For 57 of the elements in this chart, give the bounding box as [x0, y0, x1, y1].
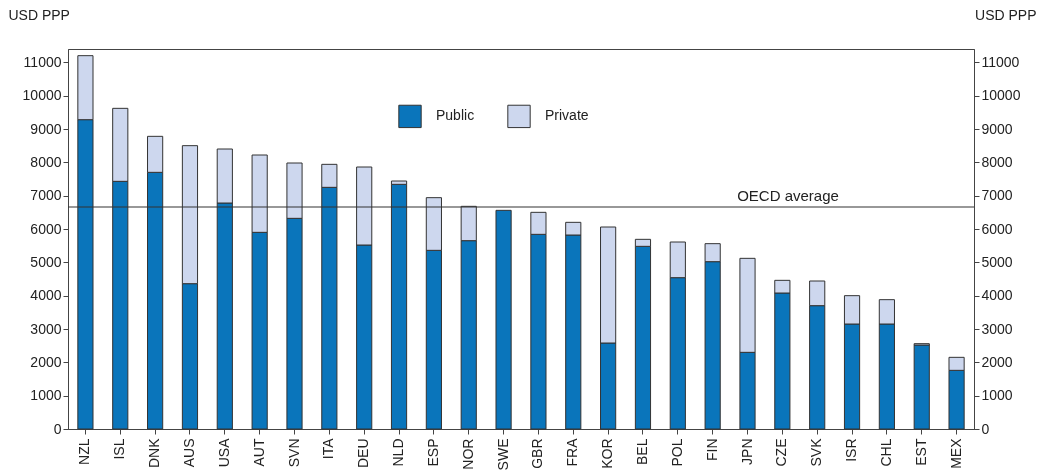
- x-tick-label: ISR: [843, 438, 860, 462]
- x-tick-label: DEU: [355, 438, 372, 469]
- legend-label: Private: [545, 107, 589, 124]
- x-tick-label: JPN: [738, 438, 755, 465]
- y-tick-label: 10000: [22, 87, 62, 104]
- x-tick-label: CHL: [877, 438, 894, 467]
- x-tick-label: NLD: [390, 438, 407, 467]
- x-tick-label: SVK: [808, 437, 825, 467]
- y2-tick-label: 8000: [981, 153, 1013, 170]
- y-tick-label: 5000: [30, 253, 62, 270]
- x-tick-label: ISL: [111, 438, 128, 460]
- x-tick-label: NZL: [76, 438, 93, 465]
- x-tick-label: NOR: [459, 438, 476, 470]
- y2-tick-label: 3000: [981, 320, 1013, 337]
- y2-tick-label: 11000: [981, 53, 1020, 70]
- y-tick-label: 9000: [30, 120, 62, 137]
- y2-tick-label: 9000: [981, 120, 1013, 137]
- bar: [913, 344, 930, 430]
- x-tick-label: FIN: [703, 438, 720, 462]
- y-tick-label: 3000: [30, 320, 62, 337]
- ref-line-label: OECD average: [737, 187, 839, 204]
- y2-axis-title: USD PPP: [975, 6, 1037, 23]
- legend-label: Public: [436, 107, 475, 124]
- x-tick-label: POL: [668, 438, 685, 467]
- y-tick-label: 6000: [30, 220, 62, 237]
- y-axis-title: USD PPP: [8, 6, 70, 23]
- x-tick-label: ESP: [424, 438, 441, 467]
- x-tick-label: AUT: [250, 438, 267, 467]
- y2-tick-label: 7000: [981, 187, 1013, 204]
- y-tick-label: 11000: [23, 53, 62, 70]
- bar: [495, 209, 512, 430]
- x-tick-label: SWE: [494, 438, 511, 470]
- x-tick-label: BEL: [633, 438, 650, 465]
- x-tick-label: SVN: [285, 438, 302, 468]
- x-tick-label: FRA: [564, 437, 581, 467]
- y-tick-label: 7000: [30, 187, 62, 204]
- x-tick-label: ITA: [320, 437, 337, 460]
- x-tick-label: AUS: [180, 438, 197, 468]
- x-tick-label: CZE: [773, 438, 790, 467]
- x-tick-label: EST: [912, 438, 929, 466]
- y2-tick-label: 2000: [981, 353, 1013, 370]
- x-tick-label: DNK: [146, 437, 163, 469]
- y-tick-label: 4000: [30, 287, 62, 304]
- y-tick-label: 0: [53, 420, 62, 437]
- y2-tick-label: 10000: [981, 87, 1021, 104]
- y-tick-label: 8000: [30, 153, 62, 170]
- x-tick-label: MEX: [947, 437, 964, 469]
- x-tick-label: USA: [215, 437, 232, 468]
- y2-tick-label: 4000: [981, 287, 1013, 304]
- y2-tick-label: 6000: [981, 220, 1013, 237]
- y2-tick-label: 5000: [981, 253, 1013, 270]
- y-tick-label: 2000: [30, 353, 62, 370]
- y2-tick-label: 1000: [981, 387, 1013, 404]
- y-tick-label: 1000: [30, 387, 62, 404]
- x-tick-label: KOR: [599, 438, 616, 469]
- y2-tick-label: 0: [981, 420, 990, 437]
- x-tick-label: GBR: [529, 438, 546, 469]
